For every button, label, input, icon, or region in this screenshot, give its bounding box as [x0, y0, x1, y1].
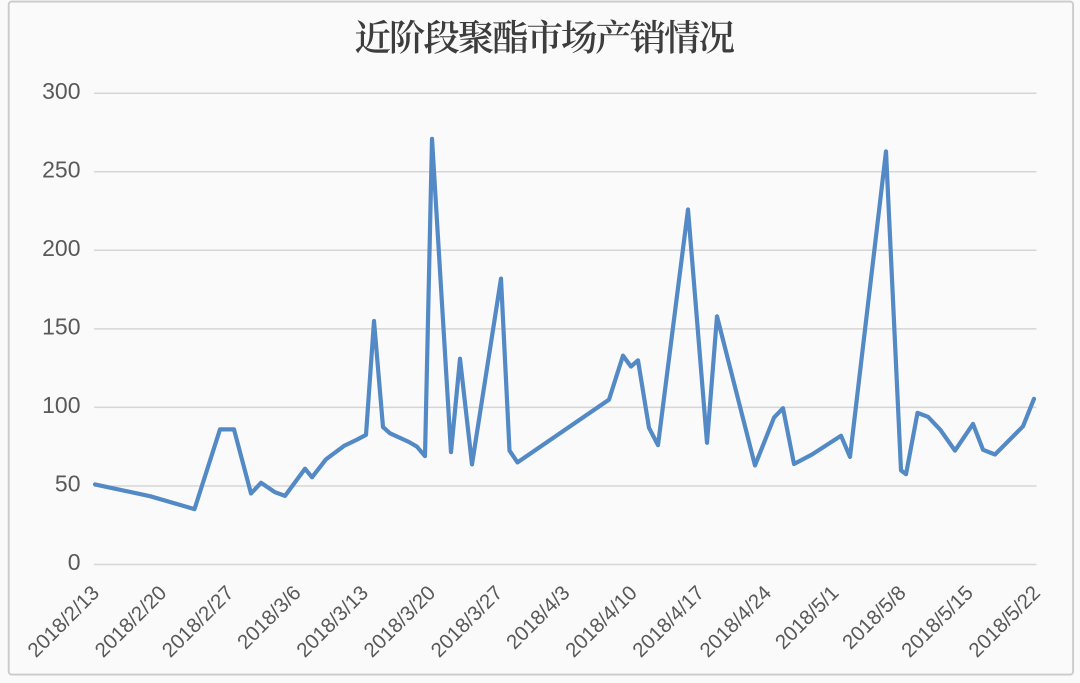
svg-text:2018/3/20: 2018/3/20: [359, 581, 440, 662]
svg-text:2018/4/24: 2018/4/24: [695, 581, 776, 662]
svg-text:250: 250: [42, 156, 80, 182]
svg-text:0: 0: [68, 549, 81, 575]
svg-text:50: 50: [55, 471, 81, 497]
svg-text:2018/5/15: 2018/5/15: [897, 581, 978, 662]
svg-text:2018/5/22: 2018/5/22: [964, 581, 1045, 662]
svg-text:2018/2/13: 2018/2/13: [23, 581, 104, 662]
svg-text:200: 200: [42, 235, 80, 261]
svg-text:2018/3/27: 2018/3/27: [427, 581, 508, 662]
svg-text:150: 150: [42, 313, 80, 339]
svg-text:100: 100: [42, 392, 80, 418]
svg-text:300: 300: [42, 78, 80, 104]
svg-text:2018/4/10: 2018/4/10: [561, 581, 642, 662]
svg-text:2018/2/27: 2018/2/27: [158, 581, 239, 662]
svg-text:2018/2/20: 2018/2/20: [90, 581, 171, 662]
svg-text:2018/5/1: 2018/5/1: [771, 581, 844, 654]
svg-text:2018/3/13: 2018/3/13: [292, 581, 373, 662]
svg-text:2018/4/17: 2018/4/17: [628, 581, 709, 662]
